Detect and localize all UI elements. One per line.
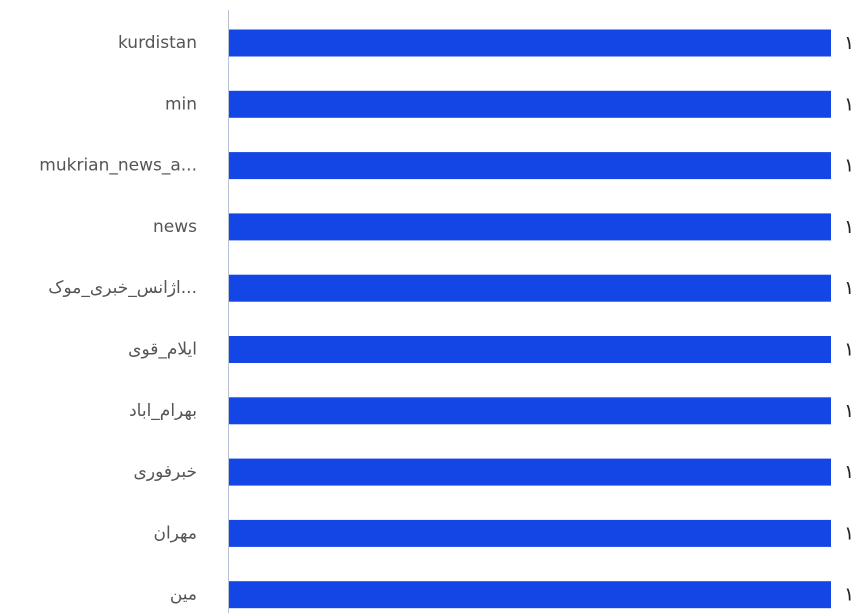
category-label: بهرام_اباد xyxy=(129,401,197,421)
bar xyxy=(229,397,831,425)
value-label: ١ xyxy=(844,400,853,422)
bar xyxy=(229,152,831,180)
bar xyxy=(229,458,831,486)
value-label: ١ xyxy=(844,522,853,544)
category-label: min xyxy=(165,94,197,114)
bar xyxy=(229,29,831,57)
bar xyxy=(229,336,831,363)
value-label: ١ xyxy=(844,461,853,483)
category-label: مین xyxy=(170,585,197,605)
value-label: ١ xyxy=(844,277,853,299)
bars-group: kurdistan ١ min ١ mukrian_news_a... ١ news ١ اژا… xyxy=(39,29,853,609)
bar xyxy=(229,519,831,547)
bar xyxy=(229,90,831,118)
category-label: ایلام_قوی xyxy=(128,340,197,360)
value-label: ١ xyxy=(844,584,853,606)
category-label: اژانس_خبری_موک... xyxy=(48,278,197,298)
value-label: ١ xyxy=(844,155,853,177)
category-label: news xyxy=(153,217,197,237)
bar xyxy=(229,213,831,241)
value-label: ١ xyxy=(844,32,853,54)
category-label: خبرفوری xyxy=(134,462,197,482)
bar xyxy=(229,274,831,302)
value-label: ١ xyxy=(844,339,853,361)
value-label: ١ xyxy=(844,93,853,115)
category-label: مهران xyxy=(153,523,197,543)
bar xyxy=(229,581,831,609)
category-label: kurdistan xyxy=(118,33,197,53)
category-label: mukrian_news_a... xyxy=(39,156,197,176)
value-label: ١ xyxy=(844,216,853,238)
